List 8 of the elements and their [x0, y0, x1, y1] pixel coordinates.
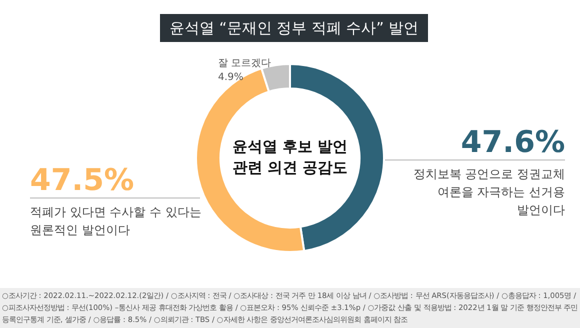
data-label: 47.6% — [460, 125, 565, 160]
slice-label: 정치보복 공언으로 정권교체 여론을 자극하는 선거용 발언이다 — [413, 167, 565, 217]
text: 윤석열 후보 발언 관련 의견 공감도 — [232, 137, 348, 176]
data-label: 47.5% — [30, 163, 134, 198]
slice-label: 잘 모르겠다 — [218, 58, 272, 69]
data-label: 4.9% — [218, 72, 244, 83]
chart-title: 윤석열 “문재인 정부 적폐 수사” 발언 — [160, 14, 428, 42]
slice-label: 적폐가 있다면 수사할 수 있다는 원론적인 발언이다 — [30, 205, 202, 237]
